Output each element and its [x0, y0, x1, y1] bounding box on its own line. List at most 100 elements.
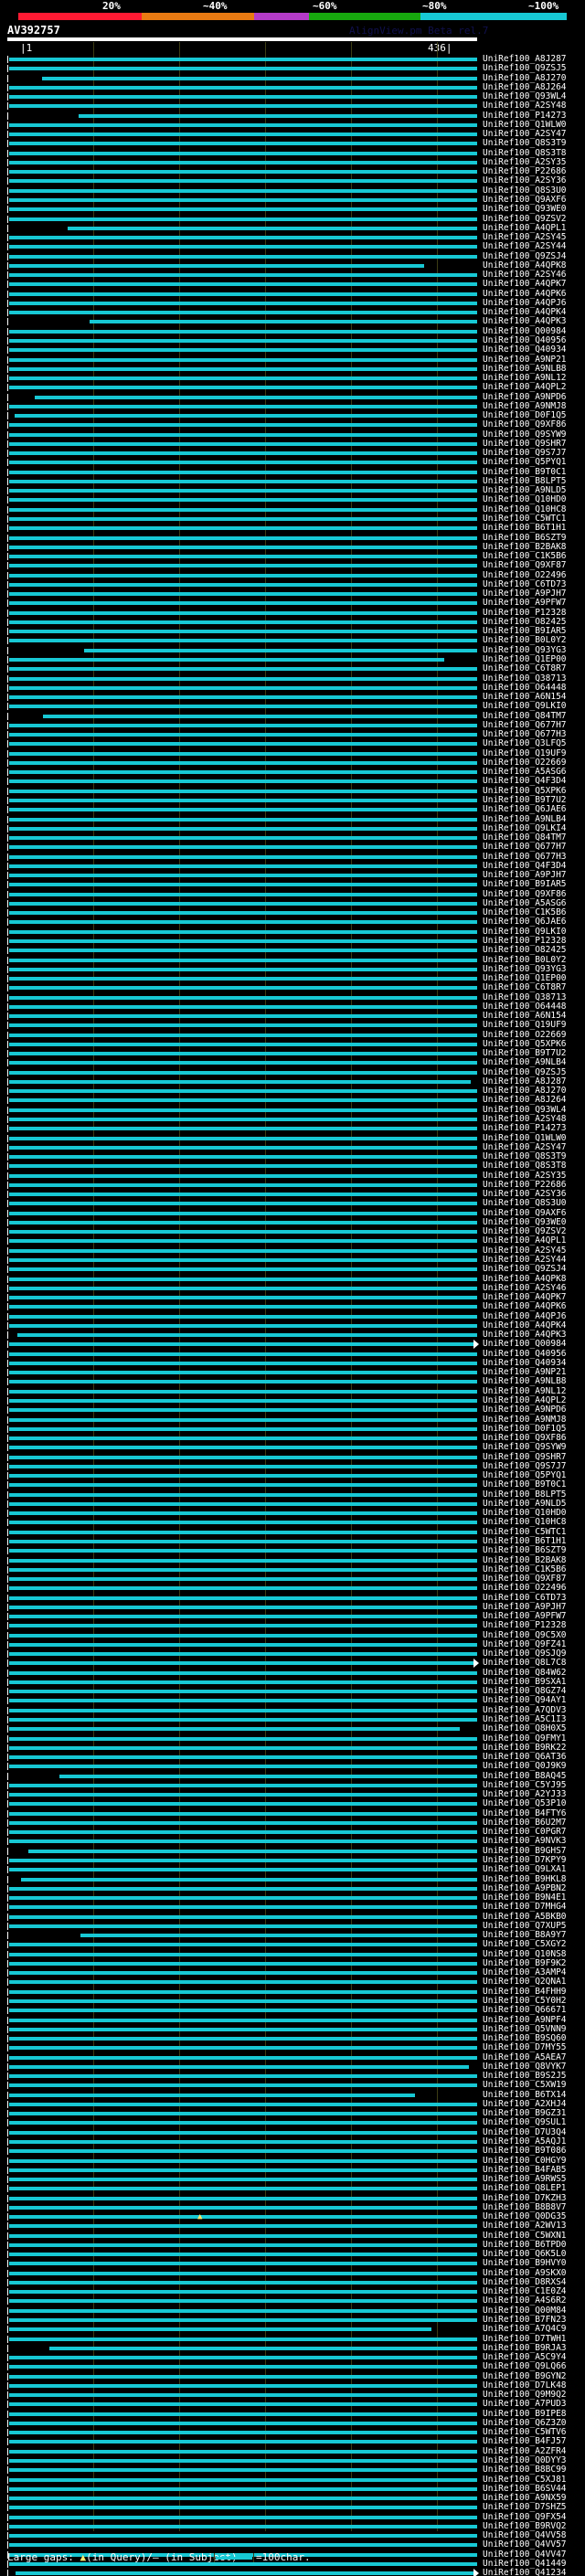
- hit-label[interactable]: UniRef100_D7TWH1: [483, 2333, 567, 2344]
- hit-row[interactable]: UniRef100_A9PJH7: [0, 871, 585, 880]
- hsp-bar[interactable]: [9, 2477, 477, 2482]
- hit-label[interactable]: UniRef100_Q93WL4: [483, 1104, 567, 1115]
- hit-label[interactable]: UniRef100_C1E0Z4: [483, 2286, 567, 2297]
- hsp-bar[interactable]: [9, 1483, 477, 1488]
- hit-label[interactable]: UniRef100_P12328: [483, 935, 567, 946]
- hsp-bar[interactable]: [9, 1323, 477, 1328]
- hit-row[interactable]: UniRef100_A4QPK3: [0, 1330, 585, 1340]
- hit-row[interactable]: UniRef100_B4FAB5: [0, 2165, 585, 2175]
- hsp-bar[interactable]: [9, 489, 477, 493]
- hsp-bar[interactable]: [9, 1464, 477, 1468]
- hsp-bar[interactable]: [9, 245, 477, 249]
- hsp-bar[interactable]: [9, 1342, 477, 1347]
- hit-label[interactable]: UniRef100_Q00984: [483, 1339, 567, 1350]
- hit-row[interactable]: UniRef100_Q9M9Q2: [0, 2390, 585, 2400]
- hit-row[interactable]: UniRef100_Q9LKI0: [0, 702, 585, 711]
- hit-row[interactable]: UniRef100_B8A9Y7: [0, 1931, 585, 1940]
- hit-label[interactable]: UniRef100_Q3LFQ5: [483, 738, 567, 749]
- hit-label[interactable]: UniRef100_D7MY55: [483, 2042, 567, 2053]
- hsp-bar[interactable]: [9, 1718, 477, 1723]
- hsp-bar[interactable]: [9, 1230, 477, 1235]
- hit-row[interactable]: UniRef100_B9IAR5: [0, 880, 585, 889]
- hit-label[interactable]: UniRef100_Q0DG35: [483, 2211, 567, 2222]
- hit-label[interactable]: UniRef100_Q9LKI4: [483, 822, 567, 833]
- hsp-bar[interactable]: [9, 1352, 477, 1356]
- hsp-bar[interactable]: [9, 1164, 477, 1169]
- hsp-bar[interactable]: [9, 236, 477, 240]
- hsp-bar[interactable]: [9, 667, 477, 672]
- hit-label[interactable]: UniRef100_Q6K5L0: [483, 2249, 567, 2260]
- hit-row[interactable]: UniRef100_D7KPY9: [0, 1856, 585, 1865]
- hit-label[interactable]: UniRef100_A5ASG6: [483, 897, 567, 908]
- hit-row[interactable]: UniRef100_A9NLB4: [0, 1058, 585, 1067]
- hit-label[interactable]: UniRef100_C5WTV6: [483, 2427, 567, 2438]
- hsp-bar[interactable]: [9, 1642, 477, 1647]
- hit-label[interactable]: UniRef100_A9NPF4: [483, 2014, 567, 2025]
- hit-label[interactable]: UniRef100_A9NLD5: [483, 485, 567, 496]
- hit-row[interactable]: UniRef100_B9N4E1: [0, 1893, 585, 1903]
- hit-row[interactable]: UniRef100_A4QPK8: [0, 260, 585, 270]
- hit-row[interactable]: UniRef100_Q8H0X5: [0, 1724, 585, 1733]
- hit-row[interactable]: UniRef100_C5XGY2: [0, 1940, 585, 1949]
- hit-row[interactable]: UniRef100_B9T0C1: [0, 1480, 585, 1489]
- hsp-bar[interactable]: [9, 1971, 477, 1976]
- hit-label[interactable]: UniRef100_Q00M84: [483, 2305, 567, 2316]
- hit-label[interactable]: UniRef100_B9T7U2: [483, 1048, 567, 1059]
- hit-row[interactable]: UniRef100_B8LPT5: [0, 1489, 585, 1500]
- hit-row[interactable]: UniRef100_P14273: [0, 1124, 585, 1133]
- hit-row[interactable]: UniRef100_Q40934: [0, 345, 585, 355]
- hit-label[interactable]: UniRef100_Q41449: [483, 2558, 567, 2569]
- hsp-bar[interactable]: [9, 573, 477, 578]
- hit-row[interactable]: UniRef100_B9T086: [0, 2147, 585, 2156]
- hit-label[interactable]: UniRef100_Q1WLW0: [483, 1132, 567, 1143]
- hsp-bar[interactable]: [9, 808, 477, 812]
- hit-label[interactable]: UniRef100_B9IAR5: [483, 879, 567, 890]
- hit-label[interactable]: UniRef100_Q9FZ41: [483, 1638, 567, 1649]
- hit-label[interactable]: UniRef100_A2SY48: [483, 101, 567, 111]
- hit-label[interactable]: UniRef100_A7PUD3: [483, 2399, 567, 2410]
- hsp-bar[interactable]: [9, 1193, 477, 1197]
- hit-label[interactable]: UniRef100_C5WXN1: [483, 2230, 567, 2241]
- hit-row[interactable]: UniRef100_D7LK48: [0, 2380, 585, 2390]
- hit-label[interactable]: UniRef100_A2ZFR4: [483, 2445, 567, 2456]
- hit-row[interactable]: UniRef100_O22669: [0, 758, 585, 768]
- hit-row[interactable]: UniRef100_Q9SJQ9: [0, 1649, 585, 1659]
- hsp-bar[interactable]: [9, 535, 477, 540]
- hsp-bar[interactable]: [9, 2178, 477, 2182]
- hsp-bar[interactable]: [16, 2571, 477, 2576]
- hsp-bar[interactable]: [9, 2524, 477, 2528]
- hit-label[interactable]: UniRef100_A8J264: [483, 81, 567, 92]
- hsp-bar[interactable]: [9, 2121, 477, 2125]
- hit-row[interactable]: UniRef100_Q9SHR7: [0, 1452, 585, 1462]
- hit-row[interactable]: UniRef100_Q6JAE6: [0, 917, 585, 927]
- hsp-bar[interactable]: [9, 1220, 477, 1224]
- hit-row[interactable]: UniRef100_A5AEA7: [0, 2052, 585, 2062]
- hsp-bar[interactable]: [9, 2074, 477, 2079]
- hsp-bar[interactable]: [9, 1389, 477, 1394]
- hit-row[interactable]: UniRef100_Q9AXF6: [0, 195, 585, 205]
- hit-row[interactable]: UniRef100_C6T8R7: [0, 983, 585, 992]
- hit-label[interactable]: UniRef100_A7Q4C9: [483, 2324, 567, 2335]
- hsp-bar[interactable]: [9, 311, 477, 315]
- hit-row[interactable]: UniRef100_A4QPK7: [0, 1293, 585, 1302]
- hit-row[interactable]: UniRef100_Q0DYY3: [0, 2456, 585, 2465]
- hit-row[interactable]: UniRef100_A9PFW7: [0, 1612, 585, 1621]
- hit-row[interactable]: UniRef100_Q1WLW0: [0, 1132, 585, 1143]
- hit-row[interactable]: UniRef100_Q10HC8: [0, 504, 585, 514]
- hit-row[interactable]: UniRef100_Q9LQ66: [0, 2362, 585, 2371]
- hsp-bar[interactable]: [9, 2242, 477, 2247]
- hit-label[interactable]: UniRef100_Q2QNA1: [483, 1977, 567, 1988]
- hit-label[interactable]: UniRef100_A6N154: [483, 692, 567, 703]
- hit-row[interactable]: UniRef100_C0PGR7: [0, 1828, 585, 1837]
- hit-row[interactable]: UniRef100_B9IPE8: [0, 2409, 585, 2419]
- hit-row[interactable]: UniRef100_Q6JAE6: [0, 805, 585, 814]
- hit-row[interactable]: UniRef100_A5C1I3: [0, 1715, 585, 1724]
- hsp-bar[interactable]: [9, 779, 477, 784]
- hsp-bar[interactable]: [9, 911, 477, 916]
- hit-label[interactable]: UniRef100_Q9SJQ9: [483, 1648, 567, 1659]
- hit-label[interactable]: UniRef100_Q9ZSJ5: [483, 1066, 567, 1077]
- hsp-bar[interactable]: [9, 2412, 477, 2416]
- hit-row[interactable]: UniRef100_Q9ZSJ5: [0, 1066, 585, 1077]
- hsp-bar[interactable]: [9, 864, 477, 868]
- hsp-bar[interactable]: [9, 1699, 477, 1703]
